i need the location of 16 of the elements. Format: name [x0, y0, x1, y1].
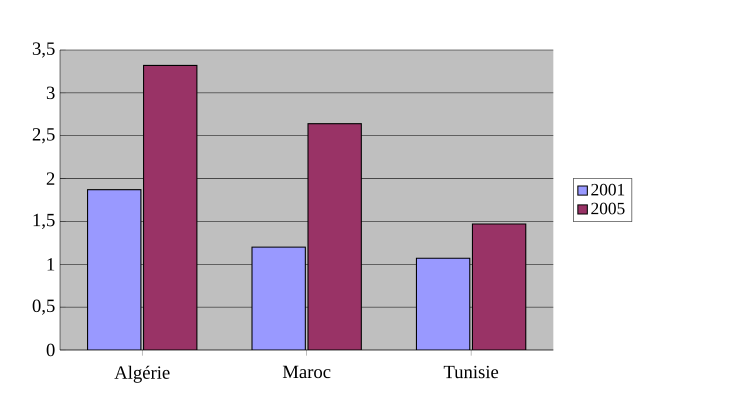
bar	[143, 64, 198, 350]
legend-label: 2005	[591, 202, 625, 214]
y-tick-label: 2,5	[32, 128, 55, 144]
x-tick-label: Tunisie	[444, 366, 498, 378]
y-tick-label: 3	[46, 86, 55, 100]
y-tick-label: 0	[46, 344, 55, 356]
y-tick-label: 3,5	[32, 42, 55, 58]
y-tick-label: 1,5	[34, 214, 55, 230]
bar	[472, 223, 526, 350]
legend-label: 2001	[591, 184, 624, 196]
bar	[307, 123, 362, 350]
y-tick-label: 2	[46, 172, 54, 185]
x-tick-label: Maroc	[282, 366, 330, 378]
y-tick-label: 0,5	[32, 299, 55, 315]
x-tick-label: Algérie	[114, 366, 170, 383]
y-tick-label: 1	[48, 258, 54, 270]
